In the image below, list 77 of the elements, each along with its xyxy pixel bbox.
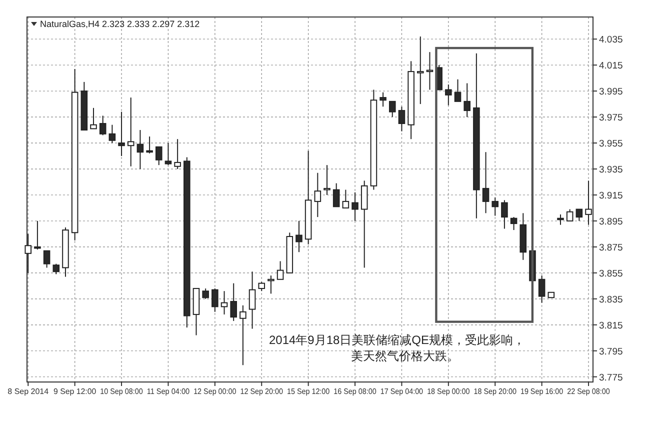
x-tick-label: 12 Sep 20:00 bbox=[240, 387, 288, 396]
x-tick-label: 12 Sep 00:00 bbox=[194, 387, 242, 396]
candlestick bbox=[538, 274, 546, 304]
chart-title: NaturalGas,H4 2.323 2.333 2.297 2.312 bbox=[40, 19, 200, 29]
y-tick-label: 3.855 bbox=[599, 268, 623, 280]
y-tick-label: 3.875 bbox=[599, 242, 623, 254]
y-tick-label: 3.935 bbox=[599, 164, 623, 176]
candlestick bbox=[360, 180, 368, 268]
candlestick bbox=[566, 208, 574, 222]
candlestick bbox=[501, 200, 508, 230]
candlestick bbox=[90, 107, 97, 130]
candlestick bbox=[174, 138, 181, 170]
y-tick-label: 3.975 bbox=[599, 112, 623, 124]
candlestick bbox=[240, 304, 246, 366]
candlestick bbox=[268, 274, 274, 294]
candlestick bbox=[576, 208, 583, 222]
x-tick-label: 8 Sep 2014 bbox=[8, 387, 50, 396]
candlestick bbox=[464, 82, 470, 118]
y-tick-label: 3.795 bbox=[599, 346, 623, 358]
y-tick-label: 3.915 bbox=[599, 190, 623, 202]
y-tick-label: 3.995 bbox=[599, 86, 623, 98]
x-tick-label: 10 Sep 08:00 bbox=[100, 387, 148, 396]
candlestick bbox=[380, 92, 386, 108]
annotation: 2014年9月18日美联储缩减QE规模，受此影响， bbox=[268, 333, 526, 347]
y-tick-label: 4.035 bbox=[599, 34, 623, 46]
x-tick-label: 16 Sep 08:00 bbox=[334, 387, 382, 396]
candlestick bbox=[296, 220, 302, 253]
y-tick-label: 3.815 bbox=[599, 320, 623, 332]
candlestick bbox=[230, 282, 237, 322]
candlestick bbox=[34, 220, 41, 250]
candlestick bbox=[24, 233, 32, 274]
candlestick bbox=[212, 288, 218, 312]
x-tick-label: 9 Sep 12:00 bbox=[53, 387, 97, 396]
x-tick-label: 17 Sep 04:00 bbox=[380, 387, 428, 396]
candlestick bbox=[155, 146, 162, 166]
x-tick-label: 22 Sep 08:00 bbox=[567, 387, 615, 396]
candlestick bbox=[136, 130, 144, 170]
candlestick bbox=[454, 78, 462, 102]
x-tick-label: 11 Sep 04:00 bbox=[146, 387, 194, 396]
candlestick bbox=[492, 197, 499, 216]
candlestick bbox=[127, 97, 134, 167]
candlestick bbox=[276, 260, 284, 280]
candlestick bbox=[324, 164, 330, 196]
candlestick bbox=[417, 36, 424, 105]
candlestick bbox=[146, 136, 153, 154]
candlestick bbox=[510, 216, 518, 231]
y-tick-label: 3.835 bbox=[599, 294, 623, 306]
y-tick-label: 3.955 bbox=[599, 138, 623, 150]
candlestick bbox=[398, 106, 406, 132]
candlestick bbox=[342, 189, 350, 208]
candlestick bbox=[388, 100, 396, 118]
x-tick-label: 18 Sep 20:00 bbox=[474, 387, 522, 396]
candlestick bbox=[482, 152, 490, 214]
candlestick bbox=[445, 84, 452, 106]
candlestick bbox=[118, 111, 125, 156]
candlestick bbox=[43, 250, 50, 268]
candlestick bbox=[332, 182, 340, 208]
candlestick bbox=[220, 290, 228, 315]
candlestick bbox=[164, 142, 172, 166]
x-tick-label: 19 Sep 16:00 bbox=[520, 387, 568, 396]
candlestick bbox=[108, 124, 116, 144]
x-tick-label: 15 Sep 12:00 bbox=[286, 387, 335, 396]
candlestick bbox=[557, 214, 564, 226]
x-tick-label: 18 Sep 00:00 bbox=[427, 387, 475, 396]
candlestick bbox=[585, 180, 592, 226]
y-tick-label: 4.015 bbox=[599, 60, 623, 72]
candlestick bbox=[314, 172, 322, 218]
candlestick bbox=[202, 288, 209, 300]
y-tick-label: 3.775 bbox=[599, 372, 623, 384]
candlestick bbox=[352, 192, 358, 222]
candlestick bbox=[426, 52, 434, 90]
candlestick bbox=[52, 263, 60, 275]
candlestick bbox=[258, 281, 266, 292]
candlestick bbox=[99, 115, 106, 136]
annotation: 美天然气价格大跌。 bbox=[351, 349, 459, 363]
y-tick-label: 3.895 bbox=[599, 216, 623, 228]
candlestick bbox=[248, 271, 256, 330]
